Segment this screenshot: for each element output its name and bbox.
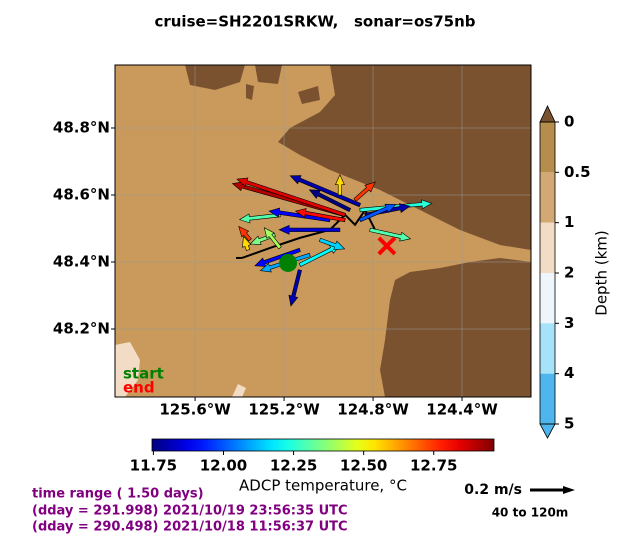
current-arrow [268, 207, 331, 223]
colorbar-tick-label: 12.50 [340, 457, 387, 475]
time-line: (dday = 291.998) 2021/10/19 23:56:35 UTC [32, 504, 348, 519]
temperature-colorbar [151, 438, 495, 452]
start-marker [279, 253, 298, 272]
scale-arrow [530, 486, 575, 494]
land [185, 65, 320, 104]
depth-tick-label: 1 [564, 213, 574, 231]
y-tick-label: 48.8°N [53, 118, 110, 136]
depth-band [540, 273, 555, 324]
depth-tick-label: 0 [564, 113, 574, 131]
current-arrow [278, 224, 341, 235]
depth-tick-label: 3 [564, 314, 574, 332]
temperature-label: ADCP temperature, °C [239, 477, 407, 495]
current-arrow [369, 227, 412, 242]
depth-extend-top [539, 105, 556, 123]
current-arrow [334, 173, 345, 196]
current-arrow [242, 235, 252, 251]
current-arrow [359, 199, 433, 213]
colorbar-tick-label: 12.00 [200, 457, 247, 475]
start-label: start [123, 365, 164, 383]
y-tick-label: 48.4°N [53, 252, 110, 270]
x-tick-label: 125.2°W [248, 401, 320, 419]
time-line: time range ( 1.50 days) [32, 487, 204, 502]
depth-extend-bottom [539, 423, 556, 439]
current-arrow [263, 227, 282, 250]
scale-label: 0.2 m/s [464, 482, 522, 498]
current-arrow [289, 175, 361, 208]
current-arrow [236, 177, 346, 218]
depth-range: 40 to 120m [492, 506, 569, 520]
x-tick-label: 124.8°W [337, 401, 409, 419]
current-arrow [238, 225, 252, 242]
end-label: end [123, 379, 155, 397]
depth-tick-label: 5 [564, 415, 574, 433]
current-arrow [288, 269, 302, 307]
x-tick-label: 125.6°W [159, 401, 231, 419]
current-arrow [254, 247, 301, 267]
shelf [232, 384, 246, 397]
current-arrow [308, 189, 352, 213]
current-arrow [353, 181, 376, 202]
colorbar-tick-label: 11.75 [130, 457, 177, 475]
time-line: (dday = 290.498) 2021/10/18 11:56:37 UTC [32, 520, 348, 535]
colorbar-tick-label: 12.75 [410, 457, 457, 475]
current-arrow [294, 208, 346, 223]
depth-band [540, 373, 555, 424]
ship-track [241, 208, 376, 259]
land [380, 258, 531, 397]
depth-tick-label: 0.5 [564, 163, 591, 181]
y-tick-label: 48.6°N [53, 185, 110, 203]
depth-band [540, 172, 555, 223]
chart-title: cruise=SH2201SRKW, sonar=os75nb [154, 13, 475, 31]
depth-tick-label: 2 [564, 264, 574, 282]
y-tick-label: 48.2°N [53, 319, 110, 337]
current-arrow [318, 237, 346, 251]
current-arrow [358, 203, 397, 223]
land [278, 65, 531, 250]
depth-band [540, 122, 555, 173]
depth-label: Depth (km) [593, 230, 611, 315]
end-marker [377, 236, 397, 256]
current-arrow [238, 212, 281, 224]
depth-tick-label: 4 [564, 364, 574, 382]
map-frame [114, 64, 532, 398]
depth-band [540, 323, 555, 374]
x-tick-label: 124.4°W [426, 401, 498, 419]
colorbar-tick-label: 12.25 [270, 457, 317, 475]
depth-band [540, 222, 555, 273]
shelf [115, 342, 140, 397]
